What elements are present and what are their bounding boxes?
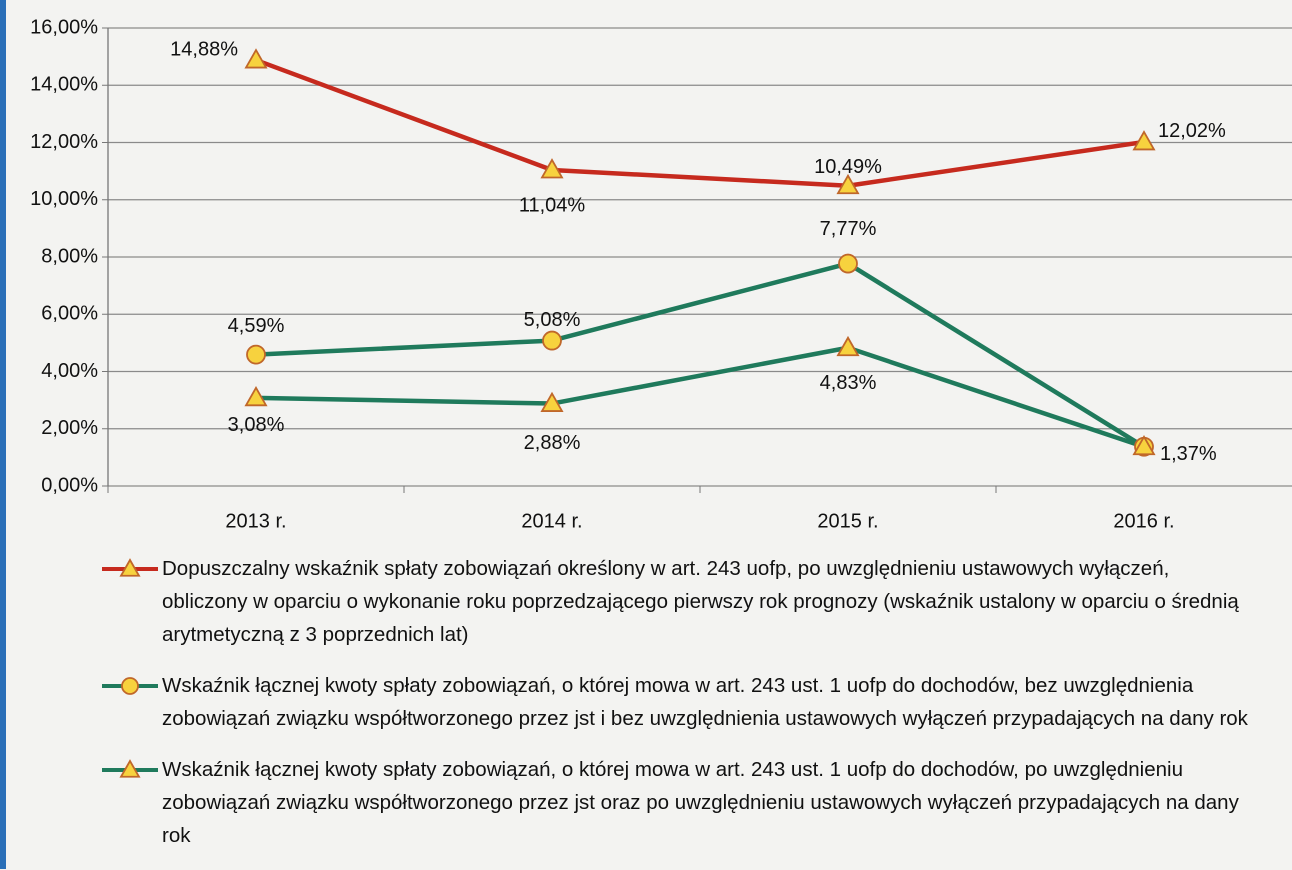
y-tick-label: 4,00%	[41, 360, 98, 382]
marker	[540, 158, 564, 179]
x-tick-label: 2016 r.	[1113, 510, 1174, 532]
data-label: 11,04%	[519, 194, 586, 216]
series-line	[255, 261, 1146, 449]
x-tick-label: 2013 r.	[225, 510, 286, 532]
data-label: 12,02%	[1158, 120, 1226, 142]
marker	[1132, 130, 1156, 151]
data-label: 2,88%	[524, 432, 581, 454]
marker	[542, 330, 562, 351]
y-tick-label: 14,00%	[30, 74, 98, 96]
legend-swatch	[102, 558, 158, 577]
legend-label: Wskaźnik łącznej kwoty spłaty zobowiązań…	[162, 674, 1248, 730]
y-tick-label: 10,00%	[30, 188, 98, 210]
y-tick-label: 8,00%	[41, 245, 98, 267]
marker	[838, 253, 858, 274]
legend-swatch	[102, 677, 158, 695]
series-line	[255, 345, 1145, 449]
y-tick-label: 12,00%	[30, 131, 98, 153]
legend: Dopuszczalny wskaźnik spłaty zobowiązań …	[100, 552, 1280, 870]
legend-label: Dopuszczalny wskaźnik spłaty zobowiązań …	[162, 557, 1239, 646]
y-tick-label: 16,00%	[30, 16, 98, 38]
data-label: 4,59%	[228, 315, 285, 337]
legend-swatch	[102, 759, 158, 778]
data-label: 10,49%	[814, 156, 882, 178]
legend-label: Wskaźnik łącznej kwoty spłaty zobowiązań…	[162, 758, 1239, 847]
data-label: 3,08%	[228, 414, 285, 436]
marker	[246, 344, 266, 365]
marker	[121, 677, 139, 695]
legend-item: Wskaźnik łącznej kwoty spłaty zobowiązań…	[100, 669, 1280, 735]
y-tick-label: 6,00%	[41, 303, 98, 325]
blue-edge	[0, 0, 6, 869]
marker	[119, 759, 141, 778]
legend-item: Dopuszczalny wskaźnik spłaty zobowiązań …	[100, 552, 1280, 651]
marker	[1132, 434, 1156, 456]
marker	[836, 335, 860, 357]
y-tick-label: 2,00%	[41, 417, 98, 439]
chart: 0,00% 2,00% 4,00% 6,00% 8,00% 10,00% 12,00% 14,…	[30, 16, 1292, 532]
data-label: 4,83%	[820, 372, 877, 394]
data-label: 1,37%	[1160, 443, 1217, 465]
data-label: 7,77%	[820, 218, 877, 240]
x-tick-label: 2015 r.	[817, 510, 878, 532]
legend-item: Wskaźnik łącznej kwoty spłaty zobowiązań…	[100, 753, 1280, 852]
data-label: 5,08%	[524, 309, 581, 331]
y-tick-label: 0,00%	[41, 474, 98, 496]
marker	[119, 558, 141, 577]
marker	[244, 386, 268, 407]
marker	[244, 48, 268, 69]
marker	[836, 173, 860, 195]
data-label: 14,88%	[170, 38, 238, 60]
series-line	[255, 57, 1145, 188]
x-tick-label: 2014 r.	[521, 510, 582, 532]
marker	[540, 391, 564, 412]
